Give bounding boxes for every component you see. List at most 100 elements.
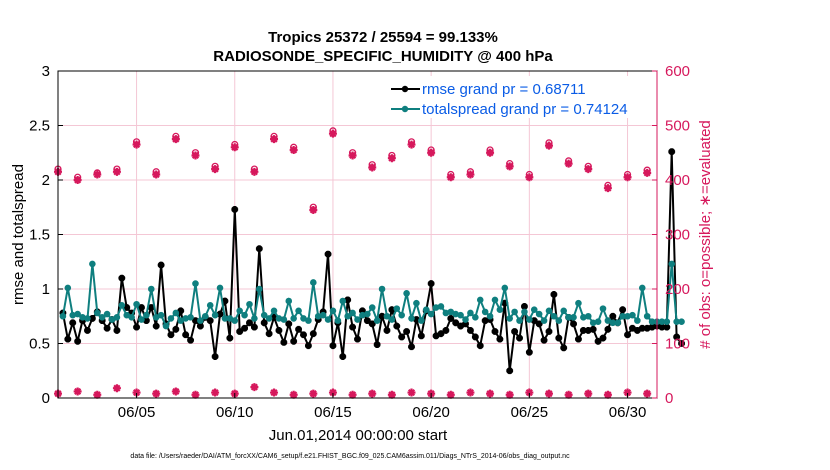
spread-point [113, 314, 121, 321]
rmse-point [231, 206, 239, 213]
spread-point [530, 306, 538, 314]
x-tick-label: 06/30 [609, 404, 647, 421]
right-tick-label: 0 [665, 390, 673, 407]
obs-zero-point [93, 390, 102, 399]
spread-point [74, 310, 81, 318]
rmse-point [84, 327, 91, 334]
rmse-point [206, 317, 214, 325]
rmse-point [255, 245, 263, 253]
rmse-point [138, 304, 145, 311]
obs-evaluated-point [603, 184, 612, 193]
rmse-point [437, 330, 445, 338]
spread-point [98, 314, 106, 321]
obs-evaluated-point [230, 143, 239, 152]
rmse-point [604, 325, 612, 333]
spread-point [663, 318, 671, 326]
rmse-point [624, 331, 631, 339]
spread-point [206, 302, 214, 309]
rmse-point [491, 328, 499, 335]
obs-zero-point [270, 388, 279, 397]
left-tick-label: 2 [42, 172, 50, 189]
obs-evaluated-point [564, 159, 573, 168]
obs-evaluated-point [407, 140, 416, 149]
rmse-point [260, 319, 268, 327]
rmse-point [521, 303, 528, 310]
rmse-point [663, 323, 671, 331]
spread-point [290, 315, 297, 322]
spread-point [643, 312, 651, 320]
spread-point [192, 280, 199, 287]
spread-point [418, 317, 425, 324]
spread-point [629, 311, 636, 319]
spread-point [486, 312, 494, 320]
rmse-point [113, 327, 121, 334]
legend-rmse-label: rmse grand pr = 0.68711 [422, 81, 586, 98]
spread-point [373, 317, 381, 324]
spread-point [157, 311, 165, 319]
spread-point [668, 260, 676, 268]
rmse-point [344, 296, 352, 304]
rmse-point [501, 299, 509, 307]
spread-point [172, 309, 180, 317]
rmse-point [339, 353, 347, 360]
rmse-point [196, 322, 204, 330]
spread-point [133, 300, 140, 308]
spread-point [260, 311, 268, 319]
spread-point [324, 316, 332, 323]
rmse-point [275, 327, 283, 334]
spread-point [89, 260, 96, 268]
obs-zero-point [446, 390, 455, 399]
spread-point [594, 318, 602, 326]
obs-evaluated-point [427, 148, 436, 157]
spread-point [167, 315, 175, 322]
spread-point [319, 311, 327, 319]
rmse-point [354, 335, 361, 343]
spread-point [143, 311, 150, 319]
rmse-point [388, 306, 396, 314]
spread-point [560, 307, 568, 315]
rmse-point [678, 340, 685, 347]
obs-zero-point [603, 390, 612, 399]
spread-point [462, 316, 469, 323]
rmse-point [363, 317, 371, 325]
spread-point [575, 299, 582, 307]
rmse-point [462, 320, 469, 328]
left-tick-label: 0.5 [29, 336, 50, 353]
rmse-point [599, 334, 607, 342]
obs-zero-point [211, 388, 220, 397]
obs-zero-point [505, 390, 514, 399]
spread-point [403, 290, 410, 297]
rmse-point [226, 334, 234, 342]
right-tick-label: 200 [665, 281, 690, 298]
spread-point [678, 318, 685, 326]
rmse-point [417, 332, 425, 340]
obs-zero-point [486, 389, 495, 398]
rmse-point [64, 335, 72, 343]
spread-point [481, 308, 489, 316]
spread-point [103, 310, 111, 318]
obs-zero-point [73, 387, 82, 396]
right-tick-label: 400 [665, 172, 690, 189]
obs-evaluated-point [250, 167, 259, 176]
spread-point [472, 314, 479, 321]
rmse-point [309, 330, 317, 338]
spread-point [187, 314, 194, 321]
spread-point [197, 317, 204, 324]
right-tick-label: 500 [665, 118, 690, 135]
obs-zero-point [643, 389, 652, 398]
spread-point [128, 314, 135, 321]
spread-point [280, 316, 288, 323]
obs-evaluated-point [112, 167, 121, 176]
rmse-line [61, 151, 683, 371]
rmse-point [167, 331, 175, 339]
spread-point [413, 299, 420, 307]
obs-evaluated-point [486, 148, 495, 157]
rmse-point [408, 343, 415, 351]
obs-zero-point [191, 390, 200, 399]
spread-point [516, 317, 523, 324]
spread-point [521, 308, 528, 316]
obs-zero-point [171, 387, 180, 396]
spread-point [378, 285, 386, 293]
spread-point [216, 284, 224, 292]
rmse-point [383, 327, 391, 334]
